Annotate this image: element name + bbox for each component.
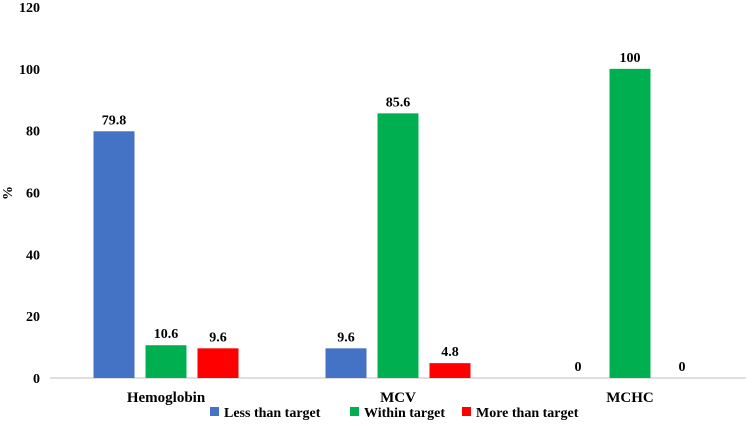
legend-label: Less than target — [224, 406, 321, 421]
bar — [377, 113, 419, 378]
legend-item: Within target — [350, 406, 445, 421]
legend-swatch — [350, 407, 359, 416]
y-tick-label: 100 — [19, 63, 40, 78]
x-tick-label: MCHC — [606, 390, 654, 406]
y-tick-label: 20 — [26, 310, 40, 325]
y-tick-label: 80 — [26, 125, 40, 140]
data-label: 79.8 — [102, 113, 127, 128]
legend-item: Less than target — [210, 406, 321, 421]
data-label: 100 — [620, 51, 641, 66]
bar — [429, 363, 471, 378]
y-tick-label: 40 — [26, 248, 40, 263]
x-tick-label: Hemoglobin — [127, 390, 206, 406]
data-labels: 79.8 10.6 9.6 9.6 85.6 4.8 0 100 0 — [102, 51, 686, 375]
legend: Less than target Within target More than t… — [210, 406, 579, 421]
y-axis-title: % — [1, 186, 16, 200]
data-label: 4.8 — [441, 345, 459, 360]
bar — [325, 348, 367, 378]
y-tick-label: 0 — [33, 372, 40, 387]
data-label: 0 — [575, 360, 582, 375]
bar — [609, 68, 651, 378]
bar — [93, 131, 135, 378]
bars — [93, 68, 651, 378]
legend-item: More than target — [462, 406, 579, 421]
y-tick-label: 60 — [26, 187, 40, 202]
data-label: 9.6 — [209, 330, 227, 345]
y-axis: 0 20 40 60 80 100 120 — [19, 1, 40, 387]
y-tick-label: 120 — [19, 1, 40, 16]
bar — [145, 345, 187, 378]
data-label: 9.6 — [337, 330, 355, 345]
x-tick-label: MCV — [380, 390, 416, 406]
data-label: 85.6 — [386, 95, 411, 110]
legend-label: More than target — [476, 406, 579, 421]
data-label: 0 — [679, 360, 686, 375]
bar — [197, 348, 239, 378]
legend-label: Within target — [364, 406, 445, 421]
x-axis: Hemoglobin MCV MCHC — [50, 377, 746, 406]
data-label: 10.6 — [154, 327, 179, 342]
legend-swatch — [210, 407, 219, 416]
legend-swatch — [462, 407, 471, 416]
